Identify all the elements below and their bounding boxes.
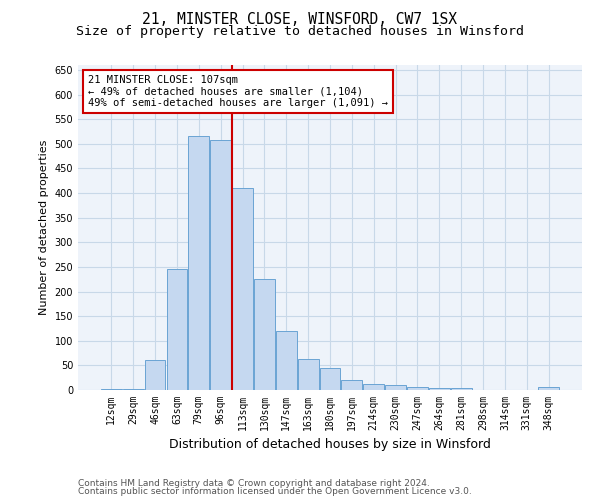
Bar: [429, 388, 450, 390]
Bar: [167, 270, 187, 390]
Bar: [451, 388, 472, 390]
X-axis label: Distribution of detached houses by size in Winsford: Distribution of detached houses by size …: [169, 438, 491, 452]
Bar: [188, 136, 209, 390]
Bar: [210, 140, 231, 390]
Bar: [407, 386, 428, 390]
Bar: [254, 279, 275, 390]
Bar: [364, 384, 384, 390]
Y-axis label: Number of detached properties: Number of detached properties: [39, 140, 49, 315]
Text: Contains HM Land Registry data © Crown copyright and database right 2024.: Contains HM Land Registry data © Crown c…: [78, 478, 430, 488]
Text: Contains public sector information licensed under the Open Government Licence v3: Contains public sector information licen…: [78, 487, 472, 496]
Text: 21 MINSTER CLOSE: 107sqm
← 49% of detached houses are smaller (1,104)
49% of sem: 21 MINSTER CLOSE: 107sqm ← 49% of detach…: [88, 74, 388, 108]
Bar: [298, 359, 319, 390]
Bar: [123, 388, 143, 390]
Bar: [385, 385, 406, 390]
Bar: [145, 360, 166, 390]
Text: 21, MINSTER CLOSE, WINSFORD, CW7 1SX: 21, MINSTER CLOSE, WINSFORD, CW7 1SX: [143, 12, 458, 28]
Bar: [341, 380, 362, 390]
Bar: [101, 388, 122, 390]
Bar: [232, 188, 253, 390]
Text: Size of property relative to detached houses in Winsford: Size of property relative to detached ho…: [76, 25, 524, 38]
Bar: [538, 387, 559, 390]
Bar: [276, 331, 296, 390]
Bar: [320, 368, 340, 390]
